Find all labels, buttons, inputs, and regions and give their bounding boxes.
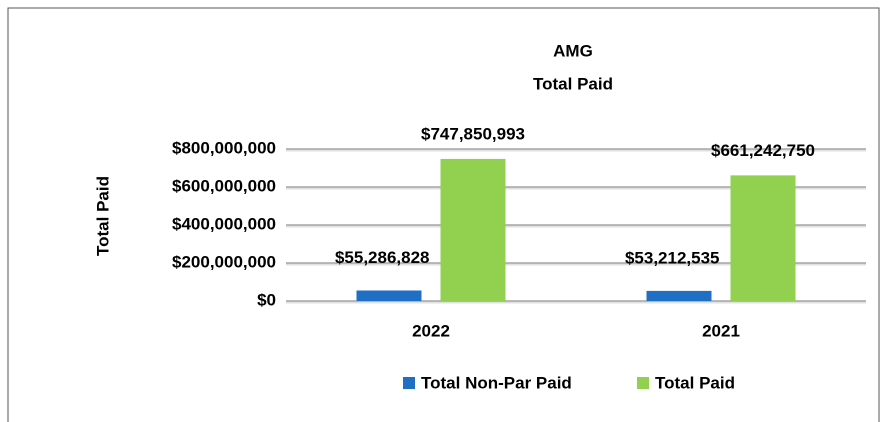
legend-label: Total Non-Par Paid xyxy=(421,373,572,392)
y-tick-label: $0 xyxy=(257,290,276,309)
bar xyxy=(440,158,506,301)
chart-subtitle: Total Paid xyxy=(533,74,613,93)
bar xyxy=(356,290,422,301)
data-label: $661,242,750 xyxy=(711,141,815,160)
x-tick-label: 2022 xyxy=(412,321,450,340)
chart-border xyxy=(7,7,880,422)
y-tick-label: $400,000,000 xyxy=(172,214,276,233)
chart-title: AMG xyxy=(553,41,593,60)
y-axis-label: Total Paid xyxy=(93,176,112,256)
y-tick-label: $800,000,000 xyxy=(172,138,276,157)
y-tick-label: $200,000,000 xyxy=(172,252,276,271)
legend-swatch xyxy=(403,377,415,389)
y-tick-label: $600,000,000 xyxy=(172,176,276,195)
bar xyxy=(730,175,796,301)
data-label: $53,212,535 xyxy=(625,248,720,267)
bar xyxy=(646,290,712,301)
data-label: $747,850,993 xyxy=(421,124,525,143)
x-tick-label: 2021 xyxy=(702,321,740,340)
data-label: $55,286,828 xyxy=(335,248,430,267)
legend-swatch xyxy=(637,377,649,389)
legend-label: Total Paid xyxy=(655,373,735,392)
